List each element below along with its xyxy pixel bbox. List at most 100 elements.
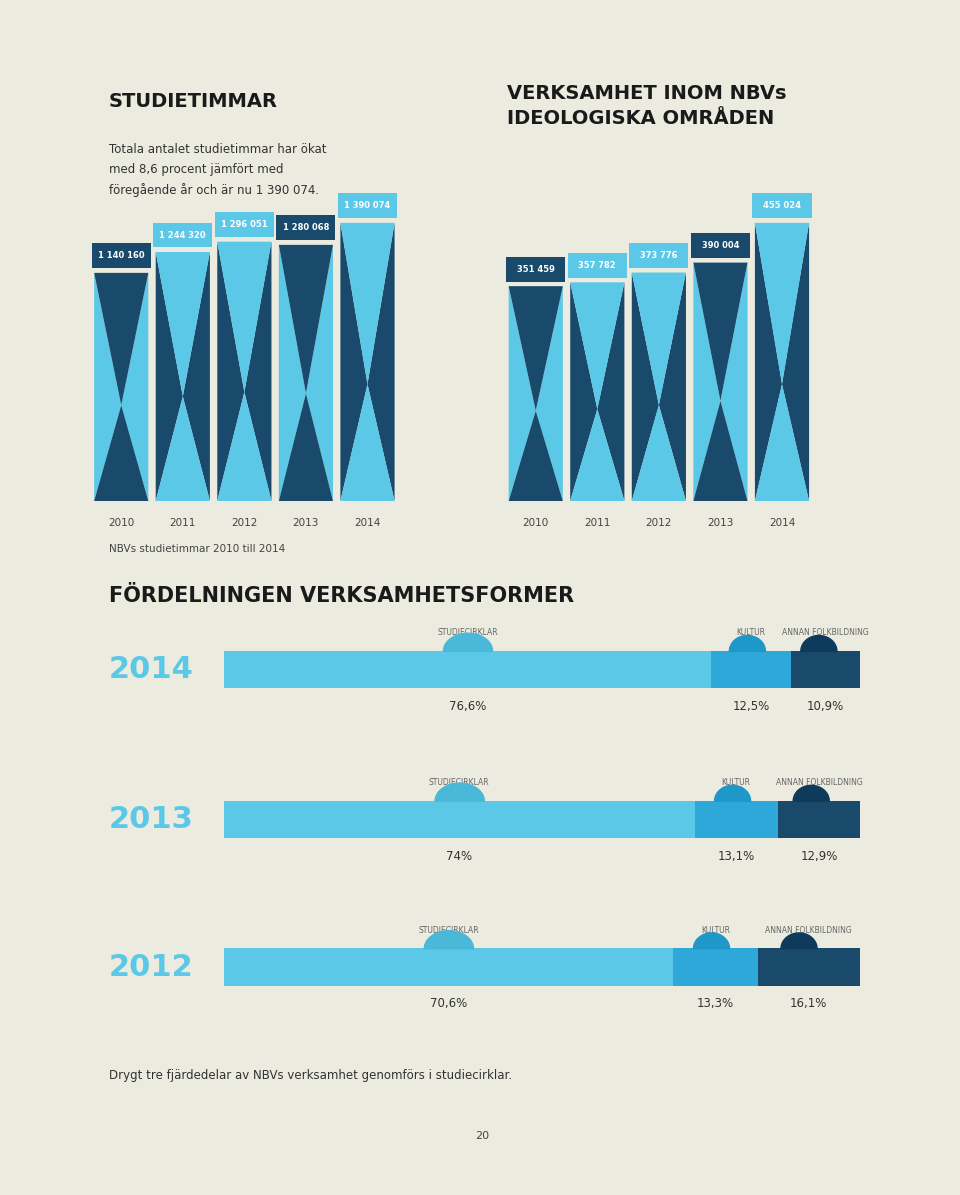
Text: 12,5%: 12,5% bbox=[732, 700, 770, 712]
Text: 2012: 2012 bbox=[231, 519, 257, 528]
Text: 74%: 74% bbox=[446, 850, 472, 863]
Text: 76,6%: 76,6% bbox=[448, 700, 486, 712]
Bar bbox=[711, 651, 791, 688]
Text: 2011: 2011 bbox=[170, 519, 196, 528]
Polygon shape bbox=[755, 384, 809, 501]
Text: KULTUR: KULTUR bbox=[736, 629, 765, 637]
Text: ANNAN FOLKBILDNING: ANNAN FOLKBILDNING bbox=[765, 926, 852, 934]
Bar bbox=[338, 194, 397, 219]
Text: 16,1%: 16,1% bbox=[790, 997, 828, 1010]
Polygon shape bbox=[509, 411, 563, 501]
Polygon shape bbox=[182, 252, 210, 501]
Text: Totala antalet studietimmar har ökat
med 8,6 procent jämfört med
föregående år o: Totala antalet studietimmar har ökat med… bbox=[108, 143, 326, 197]
Polygon shape bbox=[278, 245, 306, 501]
Polygon shape bbox=[94, 272, 149, 405]
Text: KULTUR: KULTUR bbox=[722, 778, 751, 788]
Polygon shape bbox=[341, 223, 368, 501]
Bar bbox=[224, 949, 673, 986]
Text: 70,6%: 70,6% bbox=[430, 997, 467, 1010]
Polygon shape bbox=[755, 223, 782, 501]
Polygon shape bbox=[570, 409, 624, 501]
Text: 2011: 2011 bbox=[584, 519, 611, 528]
Text: 1 280 068: 1 280 068 bbox=[283, 223, 329, 232]
Polygon shape bbox=[693, 400, 748, 501]
Text: STUDIECIRKLAR: STUDIECIRKLAR bbox=[437, 629, 498, 637]
Polygon shape bbox=[368, 223, 395, 501]
Polygon shape bbox=[278, 393, 333, 501]
Text: 351 459: 351 459 bbox=[516, 264, 555, 274]
Polygon shape bbox=[597, 282, 624, 501]
Polygon shape bbox=[632, 405, 686, 501]
Polygon shape bbox=[217, 392, 272, 501]
Polygon shape bbox=[755, 223, 809, 384]
Polygon shape bbox=[632, 272, 659, 501]
Bar bbox=[276, 215, 335, 240]
Text: 2012: 2012 bbox=[108, 952, 194, 981]
Text: 13,3%: 13,3% bbox=[697, 997, 733, 1010]
Text: 1 390 074: 1 390 074 bbox=[345, 201, 391, 210]
Text: 2014: 2014 bbox=[354, 519, 381, 528]
Polygon shape bbox=[659, 272, 686, 501]
Text: 12,9%: 12,9% bbox=[801, 850, 838, 863]
Text: ANNAN FOLKBILDNING: ANNAN FOLKBILDNING bbox=[782, 629, 869, 637]
Polygon shape bbox=[94, 272, 121, 501]
Text: 1 296 051: 1 296 051 bbox=[221, 220, 268, 229]
Bar bbox=[215, 213, 274, 237]
Text: STUDIECIRKLAR: STUDIECIRKLAR bbox=[429, 778, 490, 788]
Text: 2012: 2012 bbox=[646, 519, 672, 528]
Bar bbox=[630, 243, 688, 268]
Text: 2014: 2014 bbox=[108, 655, 194, 684]
Bar bbox=[757, 949, 860, 986]
Polygon shape bbox=[693, 263, 720, 501]
Bar bbox=[673, 949, 757, 986]
Bar bbox=[753, 194, 811, 219]
Text: ANNAN FOLKBILDNING: ANNAN FOLKBILDNING bbox=[776, 778, 862, 788]
Polygon shape bbox=[782, 223, 809, 501]
Text: STUDIETIMMAR: STUDIETIMMAR bbox=[108, 92, 278, 111]
Polygon shape bbox=[156, 397, 210, 501]
Text: KULTUR: KULTUR bbox=[701, 926, 730, 934]
Text: 2013: 2013 bbox=[108, 805, 194, 834]
Polygon shape bbox=[509, 286, 536, 501]
Text: NBVs studietimmar 2010 till 2014: NBVs studietimmar 2010 till 2014 bbox=[108, 544, 285, 554]
Text: 373 776: 373 776 bbox=[640, 251, 678, 261]
Text: 2013: 2013 bbox=[708, 519, 733, 528]
Text: FÖRDELNINGEN VERKSAMHETSFORMER: FÖRDELNINGEN VERKSAMHETSFORMER bbox=[108, 587, 574, 606]
Bar bbox=[567, 253, 627, 277]
Polygon shape bbox=[509, 286, 563, 411]
Text: VERKSAMHET INOM NBVs
IDEOLOGISKA OMRÅDEN: VERKSAMHET INOM NBVs IDEOLOGISKA OMRÅDEN bbox=[507, 85, 786, 128]
Text: 2010: 2010 bbox=[108, 519, 134, 528]
Text: 357 782: 357 782 bbox=[579, 261, 616, 270]
Polygon shape bbox=[341, 384, 395, 501]
Text: 390 004: 390 004 bbox=[702, 241, 739, 250]
Bar bbox=[92, 244, 151, 269]
Polygon shape bbox=[720, 263, 748, 501]
Polygon shape bbox=[278, 245, 333, 393]
Bar bbox=[506, 257, 565, 282]
Text: 13,1%: 13,1% bbox=[718, 850, 755, 863]
Polygon shape bbox=[341, 223, 395, 384]
Text: 10,9%: 10,9% bbox=[806, 700, 844, 712]
Text: 20: 20 bbox=[475, 1130, 490, 1141]
Polygon shape bbox=[693, 263, 748, 400]
Bar bbox=[695, 801, 778, 838]
Text: 2010: 2010 bbox=[522, 519, 549, 528]
Text: 455 024: 455 024 bbox=[763, 201, 801, 210]
Polygon shape bbox=[217, 241, 272, 392]
Polygon shape bbox=[156, 252, 182, 501]
Text: 1 244 320: 1 244 320 bbox=[159, 231, 206, 239]
Polygon shape bbox=[570, 282, 597, 501]
Polygon shape bbox=[94, 405, 149, 501]
Polygon shape bbox=[536, 286, 563, 501]
Polygon shape bbox=[570, 282, 624, 409]
Bar bbox=[154, 222, 212, 247]
Polygon shape bbox=[156, 252, 210, 397]
Polygon shape bbox=[217, 241, 245, 501]
Text: 1 140 160: 1 140 160 bbox=[98, 251, 145, 261]
Polygon shape bbox=[632, 272, 686, 405]
Polygon shape bbox=[306, 245, 333, 501]
Text: STUDIECIRKLAR: STUDIECIRKLAR bbox=[419, 926, 479, 934]
Bar bbox=[778, 801, 860, 838]
Bar bbox=[791, 651, 860, 688]
Bar bbox=[224, 801, 695, 838]
